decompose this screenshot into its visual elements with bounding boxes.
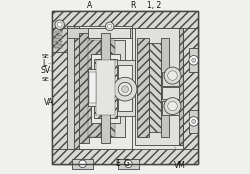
Bar <box>67 28 132 38</box>
Bar <box>88 40 125 137</box>
Bar <box>161 38 169 137</box>
Bar <box>52 34 62 36</box>
Text: VA: VA <box>44 98 54 107</box>
Bar <box>52 47 62 48</box>
Circle shape <box>189 117 198 126</box>
Bar <box>52 11 67 164</box>
Circle shape <box>192 119 196 123</box>
Bar <box>137 38 149 137</box>
Circle shape <box>189 56 198 65</box>
Circle shape <box>125 160 132 168</box>
Circle shape <box>108 24 112 28</box>
Bar <box>88 69 98 106</box>
Text: L: L <box>42 59 46 68</box>
Text: VM: VM <box>174 161 186 170</box>
Bar <box>52 11 198 164</box>
Text: SE: SE <box>42 54 50 59</box>
Bar <box>67 26 74 149</box>
Text: E: E <box>115 159 120 168</box>
Bar <box>115 60 135 116</box>
Circle shape <box>113 77 137 101</box>
Circle shape <box>122 86 128 93</box>
Bar <box>52 41 62 42</box>
Bar <box>135 28 183 145</box>
Bar <box>52 44 62 45</box>
Circle shape <box>164 67 181 84</box>
Bar <box>101 33 110 143</box>
Bar <box>88 40 101 137</box>
Bar <box>94 59 116 118</box>
Bar <box>183 11 198 164</box>
Bar <box>91 54 120 123</box>
Bar <box>52 11 198 28</box>
Circle shape <box>118 82 132 96</box>
Bar <box>118 65 132 111</box>
Bar <box>52 149 198 164</box>
Bar <box>149 43 161 132</box>
Text: 1, 2: 1, 2 <box>147 1 161 10</box>
Circle shape <box>192 58 196 62</box>
Bar <box>52 11 198 164</box>
Bar <box>162 101 179 115</box>
Text: R: R <box>130 1 135 10</box>
Bar <box>179 28 183 145</box>
Bar <box>162 88 179 99</box>
Circle shape <box>168 71 177 80</box>
Circle shape <box>106 22 114 31</box>
Circle shape <box>55 20 64 29</box>
Circle shape <box>57 22 62 27</box>
Bar <box>79 33 89 143</box>
Bar <box>67 26 132 149</box>
Bar <box>67 26 79 149</box>
Bar <box>118 159 139 169</box>
Bar <box>88 28 130 38</box>
Bar <box>96 60 115 115</box>
Bar <box>72 159 93 169</box>
Circle shape <box>168 101 177 111</box>
Text: SE: SE <box>42 77 50 82</box>
Circle shape <box>79 160 86 168</box>
Bar <box>190 48 198 72</box>
Text: SV: SV <box>40 66 50 75</box>
Bar <box>52 31 62 33</box>
Circle shape <box>164 98 181 115</box>
Bar <box>190 109 198 133</box>
Bar <box>52 28 67 52</box>
Bar <box>89 72 96 103</box>
Text: G: G <box>124 159 130 168</box>
Bar <box>162 72 179 86</box>
Text: A: A <box>87 1 92 10</box>
Bar <box>101 40 115 137</box>
Bar <box>52 38 62 39</box>
